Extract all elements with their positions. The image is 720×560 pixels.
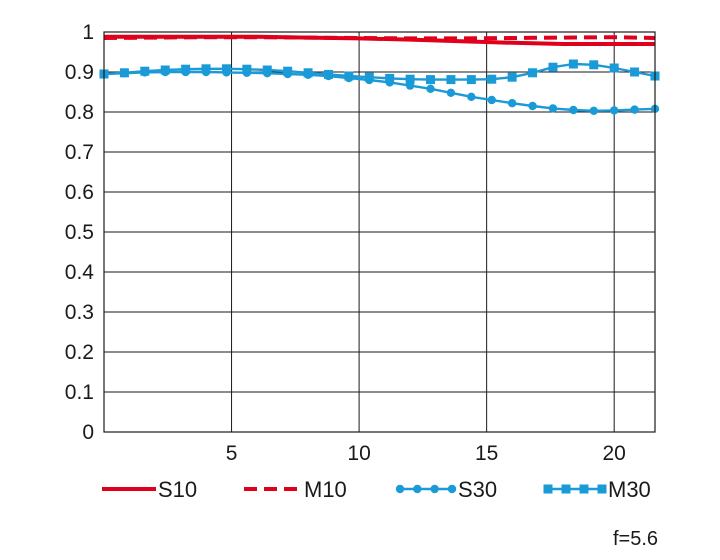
series-point-m30 bbox=[119, 68, 129, 78]
legend-label-s10: S10 bbox=[158, 477, 197, 502]
y-tick-label: 0.4 bbox=[65, 261, 95, 284]
y-tick-label: 0.5 bbox=[65, 221, 94, 244]
legend-marker-s30 bbox=[413, 484, 422, 494]
series-point-m30 bbox=[283, 66, 293, 76]
series-point-m30 bbox=[242, 64, 252, 74]
y-tick-label: 0.8 bbox=[65, 101, 94, 124]
series-point-m30 bbox=[487, 74, 497, 84]
x-tick-label: 15 bbox=[475, 442, 498, 465]
series-point-m30 bbox=[303, 68, 313, 78]
series-line-m30 bbox=[103, 62, 656, 81]
series-point-m30 bbox=[201, 64, 211, 74]
series-point-m30 bbox=[181, 64, 191, 74]
series-point-s30 bbox=[589, 106, 598, 116]
chart-series bbox=[99, 34, 660, 116]
series-point-m30 bbox=[140, 66, 150, 76]
y-tick-label: 0.1 bbox=[65, 381, 94, 404]
chart-grid bbox=[104, 31, 655, 433]
chart-legend: S10 M10 S30 M30 bbox=[102, 477, 651, 502]
series-point-s30 bbox=[467, 92, 476, 102]
legend-marker-m30 bbox=[597, 484, 607, 494]
series-point-m30 bbox=[589, 60, 599, 70]
plot-frame bbox=[103, 31, 656, 433]
series-point-s30 bbox=[630, 105, 639, 114]
y-tick-label: 1 bbox=[82, 21, 94, 44]
y-tick-label: 0.7 bbox=[65, 141, 94, 164]
series-point-m30 bbox=[466, 75, 476, 85]
chart-axes: 00.10.20.30.40.50.60.70.80.915 10 15 20 bbox=[65, 21, 656, 465]
y-tick-label: 0.9 bbox=[65, 61, 94, 84]
series-point-m30 bbox=[507, 72, 517, 82]
series-point-m30 bbox=[446, 75, 456, 85]
legend-marker-m30 bbox=[579, 484, 589, 494]
series-point-m30 bbox=[405, 74, 415, 84]
series-line-s30 bbox=[103, 70, 656, 113]
series-point-s30 bbox=[507, 99, 517, 108]
x-tick-label: 20 bbox=[603, 442, 626, 465]
series-point-s30 bbox=[446, 88, 456, 98]
series-point-s30 bbox=[426, 84, 435, 94]
series-point-m30 bbox=[630, 67, 640, 77]
legend-marker-s30 bbox=[395, 484, 405, 494]
y-tick-label: 0.6 bbox=[65, 181, 94, 204]
series-point-m30 bbox=[221, 64, 231, 74]
legend-label-s30: S30 bbox=[458, 477, 497, 502]
series-point-m30 bbox=[262, 65, 272, 75]
x-tick-label: 10 bbox=[347, 442, 370, 465]
y-tick-label: 0.2 bbox=[65, 341, 94, 364]
aperture-annotation: f=5.6 bbox=[613, 528, 658, 550]
series-point-m30 bbox=[364, 72, 374, 82]
series-point-s30 bbox=[528, 101, 537, 111]
series-point-m30 bbox=[528, 68, 538, 78]
series-point-m30 bbox=[160, 65, 170, 75]
series-point-s30 bbox=[487, 95, 496, 105]
legend-marker-s30 bbox=[447, 484, 457, 494]
series-point-s30 bbox=[569, 105, 578, 115]
series-point-m30 bbox=[548, 62, 558, 72]
series-point-s30 bbox=[548, 104, 558, 113]
series-point-m30 bbox=[323, 69, 333, 79]
y-tick-label: 0 bbox=[82, 421, 94, 444]
series-point-s30 bbox=[609, 106, 619, 115]
series-point-m30 bbox=[609, 63, 619, 73]
legend-marker-s30 bbox=[430, 484, 439, 494]
series-line-m10 bbox=[103, 35, 656, 41]
legend-marker-m30 bbox=[561, 484, 571, 494]
y-tick-label: 0.3 bbox=[65, 301, 94, 324]
legend-marker-m30 bbox=[543, 484, 553, 494]
series-point-m30 bbox=[568, 59, 578, 69]
x-tick-label: 5 bbox=[226, 442, 238, 465]
series-point-m30 bbox=[385, 73, 395, 83]
series-point-m30 bbox=[344, 71, 354, 81]
legend-label-m10: M10 bbox=[304, 477, 347, 502]
legend-label-m30: M30 bbox=[608, 477, 651, 502]
series-point-m30 bbox=[426, 75, 436, 85]
